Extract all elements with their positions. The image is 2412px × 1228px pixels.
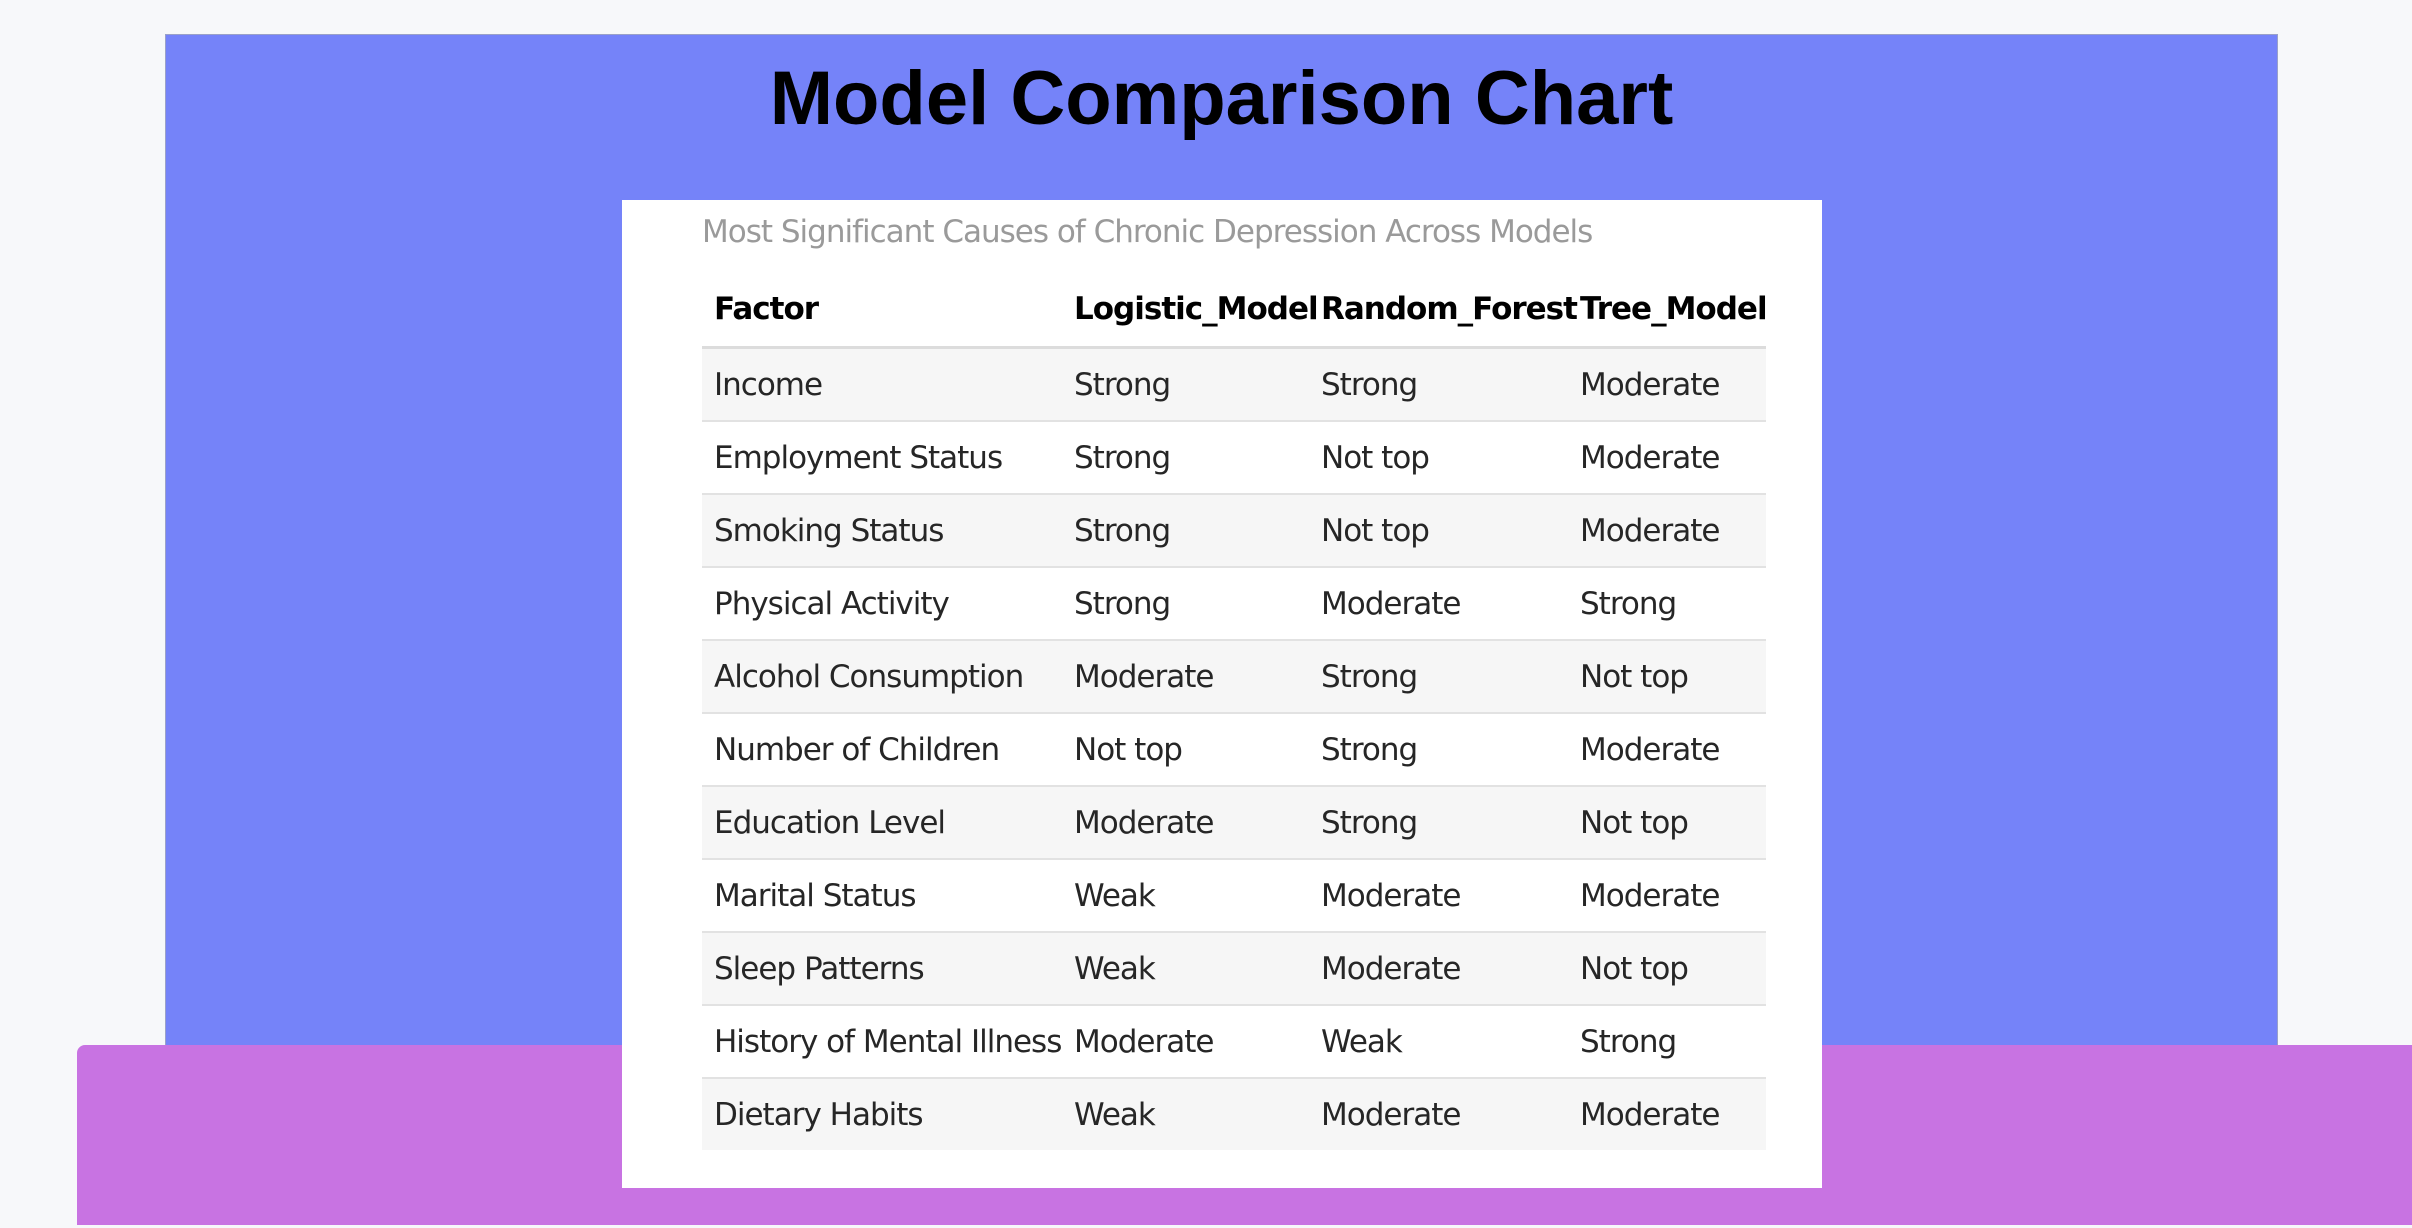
table-row: Employment Status Strong Not top Moderate xyxy=(702,421,1766,495)
random-forest-cell: Moderate xyxy=(1309,859,1568,933)
tree-model-cell: Moderate xyxy=(1568,859,1766,933)
table-row: Sleep Patterns Weak Moderate Not top xyxy=(702,932,1766,1006)
tree-model-cell: Moderate xyxy=(1568,1078,1766,1150)
logistic-model-cell: Not top xyxy=(1062,713,1309,787)
factor-cell: Smoking Status xyxy=(702,494,1062,568)
logistic-model-cell: Strong xyxy=(1062,494,1309,568)
table-body: Income Strong Strong Moderate Employment Sta… xyxy=(702,347,1766,1150)
table-caption: Most Significant Causes of Chronic Depre… xyxy=(702,214,1593,250)
header-factor: Factor xyxy=(702,272,1062,349)
tree-model-cell: Moderate xyxy=(1568,713,1766,787)
factor-cell: Employment Status xyxy=(702,421,1062,495)
logistic-model-cell: Moderate xyxy=(1062,640,1309,714)
factor-cell: Dietary Habits xyxy=(702,1078,1062,1150)
logistic-model-cell: Weak xyxy=(1062,932,1309,1006)
random-forest-cell: Not top xyxy=(1309,421,1568,495)
table-row: Dietary Habits Weak Moderate Moderate xyxy=(702,1078,1766,1150)
table-row: Education Level Moderate Strong Not top xyxy=(702,786,1766,860)
comparison-table: Factor Logistic_Model Random_Forest Tree_Mo… xyxy=(702,272,1768,1150)
random-forest-cell: Strong xyxy=(1309,713,1568,787)
factor-cell: History of Mental Illness xyxy=(702,1005,1062,1079)
random-forest-cell: Moderate xyxy=(1309,932,1568,1006)
tree-model-cell: Not top xyxy=(1568,932,1766,1006)
table-header-row: Factor Logistic_Model Random_Forest Tree_Mo… xyxy=(702,272,1768,349)
random-forest-cell: Strong xyxy=(1309,786,1568,860)
logistic-model-cell: Moderate xyxy=(1062,786,1309,860)
tree-model-cell: Moderate xyxy=(1568,421,1766,495)
factor-cell: Number of Children xyxy=(702,713,1062,787)
table-row: Marital Status Weak Moderate Moderate xyxy=(702,859,1766,933)
random-forest-cell: Strong xyxy=(1309,347,1568,422)
factor-cell: Income xyxy=(702,347,1062,422)
tree-model-cell: Not top xyxy=(1568,640,1766,714)
tree-model-cell: Strong xyxy=(1568,1005,1766,1079)
logistic-model-cell: Strong xyxy=(1062,421,1309,495)
page-title: Model Comparison Chart xyxy=(769,56,1674,141)
logistic-model-cell: Strong xyxy=(1062,567,1309,641)
factor-cell: Physical Activity xyxy=(702,567,1062,641)
table-row: Physical Activity Strong Moderate Strong xyxy=(702,567,1766,641)
factor-cell: Education Level xyxy=(702,786,1062,860)
logistic-model-cell: Weak xyxy=(1062,1078,1309,1150)
header-logistic-model: Logistic_Model xyxy=(1062,272,1319,349)
random-forest-cell: Moderate xyxy=(1309,1078,1568,1150)
header-random-forest: Random_Forest xyxy=(1309,272,1578,349)
factor-cell: Alcohol Consumption xyxy=(702,640,1062,714)
table-row: Number of Children Not top Strong Moderate xyxy=(702,713,1766,787)
random-forest-cell: Strong xyxy=(1309,640,1568,714)
tree-model-cell: Moderate xyxy=(1568,494,1766,568)
logistic-model-cell: Strong xyxy=(1062,347,1309,422)
factor-cell: Marital Status xyxy=(702,859,1062,933)
random-forest-cell: Not top xyxy=(1309,494,1568,568)
random-forest-cell: Weak xyxy=(1309,1005,1568,1079)
logistic-model-cell: Weak xyxy=(1062,859,1309,933)
random-forest-cell: Moderate xyxy=(1309,567,1568,641)
table-row: Income Strong Strong Moderate xyxy=(702,347,1766,422)
table-row: Alcohol Consumption Moderate Strong Not top xyxy=(702,640,1766,714)
tree-model-cell: Strong xyxy=(1568,567,1766,641)
table-row: History of Mental Illness Moderate Weak Str… xyxy=(702,1005,1766,1079)
factor-cell: Sleep Patterns xyxy=(702,932,1062,1006)
header-tree-model: Tree_Model xyxy=(1568,272,1768,349)
table-card: Most Significant Causes of Chronic Depre… xyxy=(622,200,1822,1188)
tree-model-cell: Not top xyxy=(1568,786,1766,860)
tree-model-cell: Moderate xyxy=(1568,347,1766,422)
table-row: Smoking Status Strong Not top Moderate xyxy=(702,494,1766,568)
logistic-model-cell: Moderate xyxy=(1062,1005,1309,1079)
